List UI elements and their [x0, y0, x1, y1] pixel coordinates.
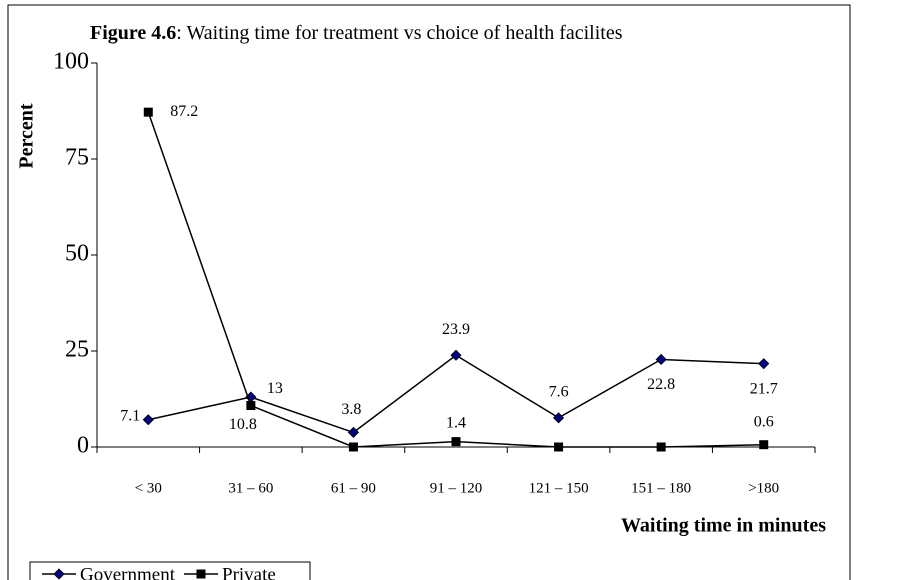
point	[554, 442, 564, 452]
series-line	[147, 111, 764, 448]
data-label: 7.1	[120, 407, 140, 424]
x-axis-title: Waiting time in minutes	[621, 515, 826, 537]
data-label: 13	[267, 380, 283, 397]
x-tick-label: 61 – 90	[331, 480, 376, 496]
x-tick-label: 31 – 60	[228, 480, 273, 496]
x-tick-label: 151 – 180	[631, 480, 691, 496]
legend-label: Private	[222, 564, 276, 580]
chart-title: Figure 4.6: Waiting time for treatment v…	[90, 22, 623, 44]
point	[759, 440, 769, 450]
point	[246, 401, 256, 411]
x-tick-label: 121 – 150	[529, 480, 589, 496]
data-label: 0.6	[754, 413, 774, 430]
y-tick-label: 25	[65, 337, 89, 363]
y-axis-title: Percent	[16, 103, 38, 168]
data-label: 22.8	[647, 376, 675, 393]
x-tick-label: >180	[748, 480, 779, 496]
data-label: 1.4	[446, 414, 466, 431]
x-tick-label: < 30	[135, 480, 162, 496]
y-tick-label: 50	[65, 241, 89, 267]
point	[450, 349, 462, 361]
data-label: 3.8	[341, 401, 361, 418]
legend-label: Government	[80, 564, 176, 580]
title-text: : Waiting time for treatment vs choice o…	[176, 22, 622, 44]
chart-frame	[7, 4, 851, 580]
point	[655, 353, 667, 366]
y-tick-label: 75	[65, 145, 89, 171]
x-tick-label: 91 – 120	[430, 480, 483, 496]
legend-box	[29, 561, 311, 580]
title-label: Figure 4.6	[90, 22, 176, 44]
y-tick-label: 100	[53, 49, 89, 75]
y-tick-label: 0	[77, 433, 89, 459]
point	[196, 569, 206, 579]
data-label: 87.2	[170, 103, 198, 120]
data-label: 10.8	[229, 416, 257, 433]
point	[142, 414, 154, 426]
point	[348, 442, 358, 452]
data-label: 23.9	[442, 321, 470, 338]
point	[451, 437, 461, 447]
point	[347, 426, 359, 438]
point	[53, 568, 65, 580]
data-label: 7.6	[549, 383, 569, 400]
point	[143, 107, 153, 117]
point	[758, 358, 770, 370]
point	[656, 442, 666, 452]
data-label: 21.7	[750, 380, 778, 397]
point	[553, 412, 565, 424]
